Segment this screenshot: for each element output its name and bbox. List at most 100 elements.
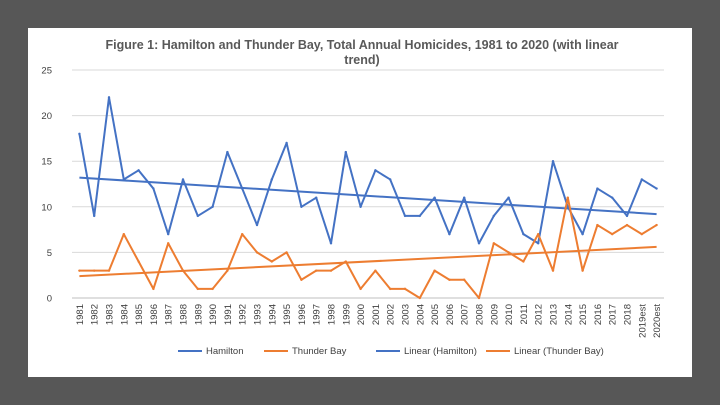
data-point-thunder-bay — [492, 242, 495, 245]
trendline-linear-thunder-bay — [79, 245, 657, 278]
legend-label: Thunder Bay — [292, 346, 347, 357]
data-point-hamilton — [463, 196, 466, 199]
data-point-thunder-bay — [611, 232, 614, 236]
data-point-thunder-bay — [93, 269, 96, 272]
data-point-thunder-bay — [537, 232, 540, 236]
x-tick-label: 2009 — [489, 304, 500, 325]
data-point-thunder-bay — [107, 269, 111, 272]
data-point-hamilton — [315, 196, 318, 199]
x-tick-label: 1992 — [238, 304, 249, 325]
x-tick-label: 2008 — [475, 304, 486, 325]
series-line-thunder-bay — [79, 196, 658, 299]
data-point-thunder-bay — [403, 287, 407, 291]
data-point-hamilton — [537, 242, 540, 245]
data-point-hamilton — [122, 178, 126, 181]
x-tick-label: 1986 — [149, 304, 160, 325]
data-point-hamilton — [389, 178, 392, 181]
legend-label: Linear (Hamilton) — [404, 346, 477, 357]
data-point-hamilton — [152, 187, 155, 190]
x-tick-label: 2019est — [637, 304, 648, 338]
x-tick-label: 2014 — [563, 304, 574, 325]
data-point-hamilton — [374, 169, 377, 172]
data-point-hamilton — [196, 214, 199, 218]
data-point-thunder-bay — [344, 260, 347, 263]
data-point-hamilton — [329, 242, 333, 245]
data-point-hamilton — [522, 232, 525, 236]
data-point-thunder-bay — [655, 223, 658, 227]
data-point-hamilton — [551, 160, 555, 163]
data-point-thunder-bay — [78, 269, 81, 272]
data-point-hamilton — [300, 205, 303, 208]
data-point-thunder-bay — [196, 287, 199, 291]
x-tick-label: 2003 — [401, 304, 412, 325]
data-point-hamilton — [285, 141, 288, 145]
data-point-thunder-bay — [152, 287, 155, 291]
data-point-hamilton — [78, 132, 81, 136]
x-tick-label: 1991 — [223, 304, 234, 325]
data-point-thunder-bay — [359, 287, 362, 291]
x-tick-label: 1989 — [193, 304, 204, 325]
data-point-hamilton — [640, 178, 643, 181]
legend: Hamilton Thunder Bay Linear (Hamilton) Line… — [178, 346, 604, 357]
legend-label: Linear (Thunder Bay) — [514, 346, 604, 357]
data-point-hamilton — [270, 178, 273, 181]
data-point-thunder-bay — [389, 287, 392, 291]
data-point-hamilton — [433, 196, 436, 199]
data-point-thunder-bay — [226, 269, 229, 272]
data-point-thunder-bay — [255, 251, 259, 254]
data-point-hamilton — [255, 223, 259, 227]
data-point-thunder-bay — [167, 242, 170, 245]
data-point-hamilton — [107, 96, 111, 99]
data-point-hamilton — [596, 187, 599, 190]
data-point-hamilton — [611, 196, 614, 199]
data-point-thunder-bay — [463, 278, 466, 281]
data-point-hamilton — [93, 214, 96, 218]
data-point-hamilton — [581, 232, 584, 236]
data-point-thunder-bay — [448, 278, 451, 281]
trendlines — [79, 176, 657, 278]
x-tick-label: 2016 — [593, 304, 604, 325]
data-point-hamilton — [226, 150, 229, 154]
y-axis-tick-labels: 0 5 10 15 20 25 — [41, 66, 52, 305]
trendline-linear-hamilton — [79, 176, 657, 216]
data-series — [78, 96, 658, 300]
x-tick-label: 2017 — [608, 304, 619, 325]
x-tick-label: 2006 — [445, 304, 456, 325]
data-point-thunder-bay — [285, 251, 288, 254]
x-tick-label: 2002 — [386, 304, 397, 325]
data-point-thunder-bay — [374, 269, 377, 272]
x-tick-label: 2018 — [623, 304, 634, 325]
data-point-thunder-bay — [122, 232, 126, 236]
y-tick-label: 15 — [41, 157, 52, 168]
line-chart: Figure 1: Hamilton and Thunder Bay, Tota… — [41, 38, 664, 357]
x-tick-label: 1987 — [164, 304, 175, 325]
data-point-thunder-bay — [522, 260, 525, 263]
x-tick-label: 1983 — [105, 304, 116, 325]
x-tick-label: 1993 — [253, 304, 264, 325]
data-point-hamilton — [655, 187, 658, 190]
data-point-thunder-bay — [418, 296, 421, 300]
x-tick-label: 2005 — [430, 304, 441, 325]
x-tick-label: 1990 — [208, 304, 219, 325]
slide-panel: Figure 1: Hamilton and Thunder Bay, Tota… — [28, 28, 692, 377]
data-point-hamilton — [492, 214, 495, 218]
data-point-thunder-bay — [181, 269, 185, 272]
x-tick-label: 1998 — [327, 304, 338, 325]
data-point-hamilton — [477, 242, 481, 245]
x-tick-label: 1984 — [119, 304, 130, 325]
x-tick-label: 2001 — [371, 304, 382, 325]
series-line-hamilton — [78, 96, 658, 245]
data-point-hamilton — [344, 150, 347, 154]
data-point-thunder-bay — [625, 223, 629, 227]
data-point-thunder-bay — [507, 251, 510, 254]
data-point-thunder-bay — [137, 260, 140, 263]
data-point-thunder-bay — [566, 196, 569, 199]
data-point-thunder-bay — [270, 260, 273, 263]
x-tick-label: 1996 — [297, 304, 308, 325]
data-point-thunder-bay — [596, 223, 599, 227]
legend-label: Hamilton — [206, 346, 244, 357]
x-tick-label: 1981 — [75, 304, 86, 325]
x-tick-label: 2004 — [415, 304, 426, 325]
data-point-thunder-bay — [433, 269, 436, 272]
data-point-thunder-bay — [241, 232, 244, 236]
